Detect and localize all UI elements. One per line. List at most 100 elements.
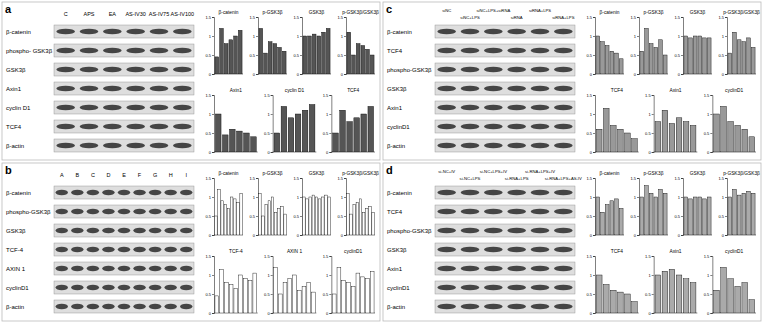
- y-tick-mark: [593, 95, 595, 96]
- y-tick: 1.5: [205, 176, 214, 181]
- blot-band: [484, 190, 503, 196]
- y-tick: 1: [648, 112, 653, 117]
- blot-band: [507, 247, 526, 253]
- y-tick-label: 0.5: [264, 292, 270, 297]
- bar: [240, 193, 243, 235]
- y-tick-mark: [344, 17, 346, 18]
- blot-strip: [54, 25, 194, 38]
- chart-title: GSK3β: [690, 10, 706, 15]
- mini-chart: TCF400.511.5: [323, 88, 375, 155]
- blot-band: [103, 86, 122, 92]
- blot-band: [150, 86, 169, 92]
- blot-band: [531, 266, 550, 272]
- y-tick: 1: [590, 273, 595, 278]
- y-tick-mark: [593, 197, 595, 198]
- y-tick-mark: [344, 36, 346, 37]
- mini-chart: Axin100.511.5: [645, 88, 697, 155]
- blot-band: [437, 29, 456, 35]
- blot-band: [461, 105, 480, 111]
- y-tick-label: 1.5: [205, 176, 211, 181]
- chart-title: β-catenin: [219, 171, 239, 176]
- bar: [322, 32, 326, 74]
- bar: [749, 137, 755, 152]
- y-tick: 1: [590, 195, 595, 200]
- bars: [655, 110, 696, 152]
- blot-strip: [54, 205, 194, 218]
- y-tick-mark: [681, 178, 683, 179]
- y-tick-label: 0: [267, 311, 270, 316]
- y-axis-line: [256, 179, 259, 236]
- blot-band: [461, 209, 480, 215]
- blot-band: [484, 29, 503, 35]
- y-tick: 0.5: [205, 131, 214, 136]
- y-axis: 00.511.5: [205, 15, 214, 77]
- y-tick: 0: [722, 233, 727, 238]
- protein-label: β-actin: [387, 304, 405, 310]
- bars: [640, 28, 667, 74]
- bar: [244, 133, 250, 152]
- bar: [733, 189, 737, 235]
- blot-strip: [54, 262, 194, 275]
- y-tick-label: 0: [678, 72, 681, 77]
- mini-chart: β-catenin00.511.5: [205, 10, 243, 77]
- protein-label: phospho-GSK3β: [387, 67, 432, 73]
- blot-band: [102, 285, 114, 291]
- y-tick: 1: [209, 273, 214, 278]
- bar: [284, 214, 287, 235]
- y-tick-mark: [329, 133, 331, 134]
- y-axis: 00.511.5: [337, 176, 346, 238]
- bar: [649, 193, 653, 235]
- blot-band: [554, 86, 573, 92]
- blot-band: [103, 29, 122, 35]
- chart-title: GSK3β: [309, 171, 325, 176]
- bar: [243, 279, 247, 313]
- bar: [220, 28, 224, 74]
- y-axis: 00.511.5: [249, 176, 258, 238]
- blot-band: [554, 247, 573, 253]
- y-tick-label: 1.5: [293, 15, 299, 20]
- chart-title: β-catenin: [600, 10, 620, 15]
- mini-chart: GSK3β00.511.5: [293, 10, 331, 77]
- y-tick-mark: [256, 178, 258, 179]
- mini-chart: p-GSK3β/GSK3β00.511.5: [337, 171, 379, 238]
- bar: [312, 34, 316, 74]
- bar: [328, 197, 331, 235]
- y-axis: 00.511.5: [205, 176, 214, 238]
- bar: [601, 212, 605, 235]
- bar: [234, 288, 238, 313]
- y-axis: 00.511.5: [586, 254, 595, 316]
- blot-strip: [435, 205, 575, 218]
- lane-label: C: [64, 11, 68, 17]
- protein-label: phospho-GSK3β: [6, 209, 51, 215]
- blot-band: [164, 247, 176, 253]
- y-tick-mark: [212, 216, 214, 217]
- blot-strip: [435, 44, 575, 57]
- y-axis: 00.511.5: [645, 93, 654, 155]
- blot-band: [118, 247, 130, 253]
- y-tick-mark: [593, 235, 595, 236]
- y-tick-label: 0.5: [337, 53, 343, 58]
- bar: [259, 193, 262, 235]
- y-axis-line: [300, 18, 303, 75]
- y-tick-label: 1.5: [337, 15, 343, 20]
- y-tick-mark: [300, 17, 302, 18]
- y-tick: 0: [648, 311, 653, 316]
- blot-band: [149, 209, 161, 215]
- y-tick-mark: [329, 313, 331, 314]
- y-tick-mark: [725, 197, 727, 198]
- lane-label: C: [91, 172, 95, 178]
- y-tick-label: 1: [678, 195, 681, 200]
- y-tick-mark: [300, 216, 302, 217]
- lane-label: AS-IV30: [125, 11, 145, 17]
- blot-band: [173, 143, 192, 149]
- blot-band: [56, 304, 68, 310]
- blot-band: [437, 228, 456, 234]
- protein-label: Axin1: [387, 266, 403, 272]
- mini-chart: Axin100.511.5: [645, 249, 697, 316]
- y-tick: 1.5: [293, 176, 302, 181]
- bar: [282, 51, 286, 74]
- blot-band: [554, 67, 573, 73]
- protein-label: Axin1: [387, 105, 403, 111]
- blot-band: [56, 228, 68, 234]
- bar: [683, 279, 689, 313]
